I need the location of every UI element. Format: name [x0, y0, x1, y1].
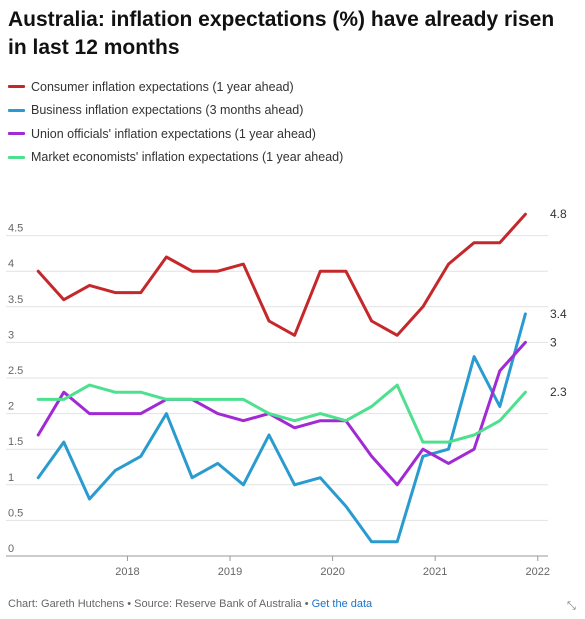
y-tick-label: 3.5	[8, 294, 23, 306]
x-tick-label: 2019	[218, 566, 242, 578]
x-tick-label: 2021	[423, 566, 447, 578]
x-tick-label: 2020	[320, 566, 344, 578]
y-tick-label: 2.5	[8, 365, 23, 377]
footer-credit: Chart: Gareth Hutchens • Source: Reserve…	[8, 598, 312, 610]
series-end-label: 4.8	[550, 207, 567, 221]
y-tick-label: 0	[8, 543, 14, 555]
x-tick-label: 2022	[526, 566, 550, 578]
y-tick-label: 0.5	[8, 507, 23, 519]
series-end-label: 3.4	[550, 307, 567, 321]
series-line-0	[38, 214, 525, 335]
footer: Chart: Gareth Hutchens • Source: Reserve…	[8, 598, 372, 610]
series-line-1	[38, 314, 525, 542]
y-tick-label: 2	[8, 401, 14, 413]
y-tick-label: 4	[8, 258, 14, 270]
line-chart: 0 0.5 1 1.5 2 2.5 3 3.5 4 4.5 2018 2019 2020 2021 2022…	[0, 0, 585, 590]
y-tick-label: 3	[8, 329, 14, 341]
series-end-label: 2.3	[550, 385, 567, 399]
expand-arrows-icon[interactable]: ⤡	[567, 600, 579, 612]
y-tick-label: 1	[8, 472, 14, 484]
y-tick-label: 1.5	[8, 436, 23, 448]
x-tick-label: 2018	[115, 566, 139, 578]
series-end-label: 3	[550, 335, 557, 349]
y-tick-label: 4.5	[8, 223, 23, 235]
get-the-data-link[interactable]: Get the data	[312, 598, 373, 610]
